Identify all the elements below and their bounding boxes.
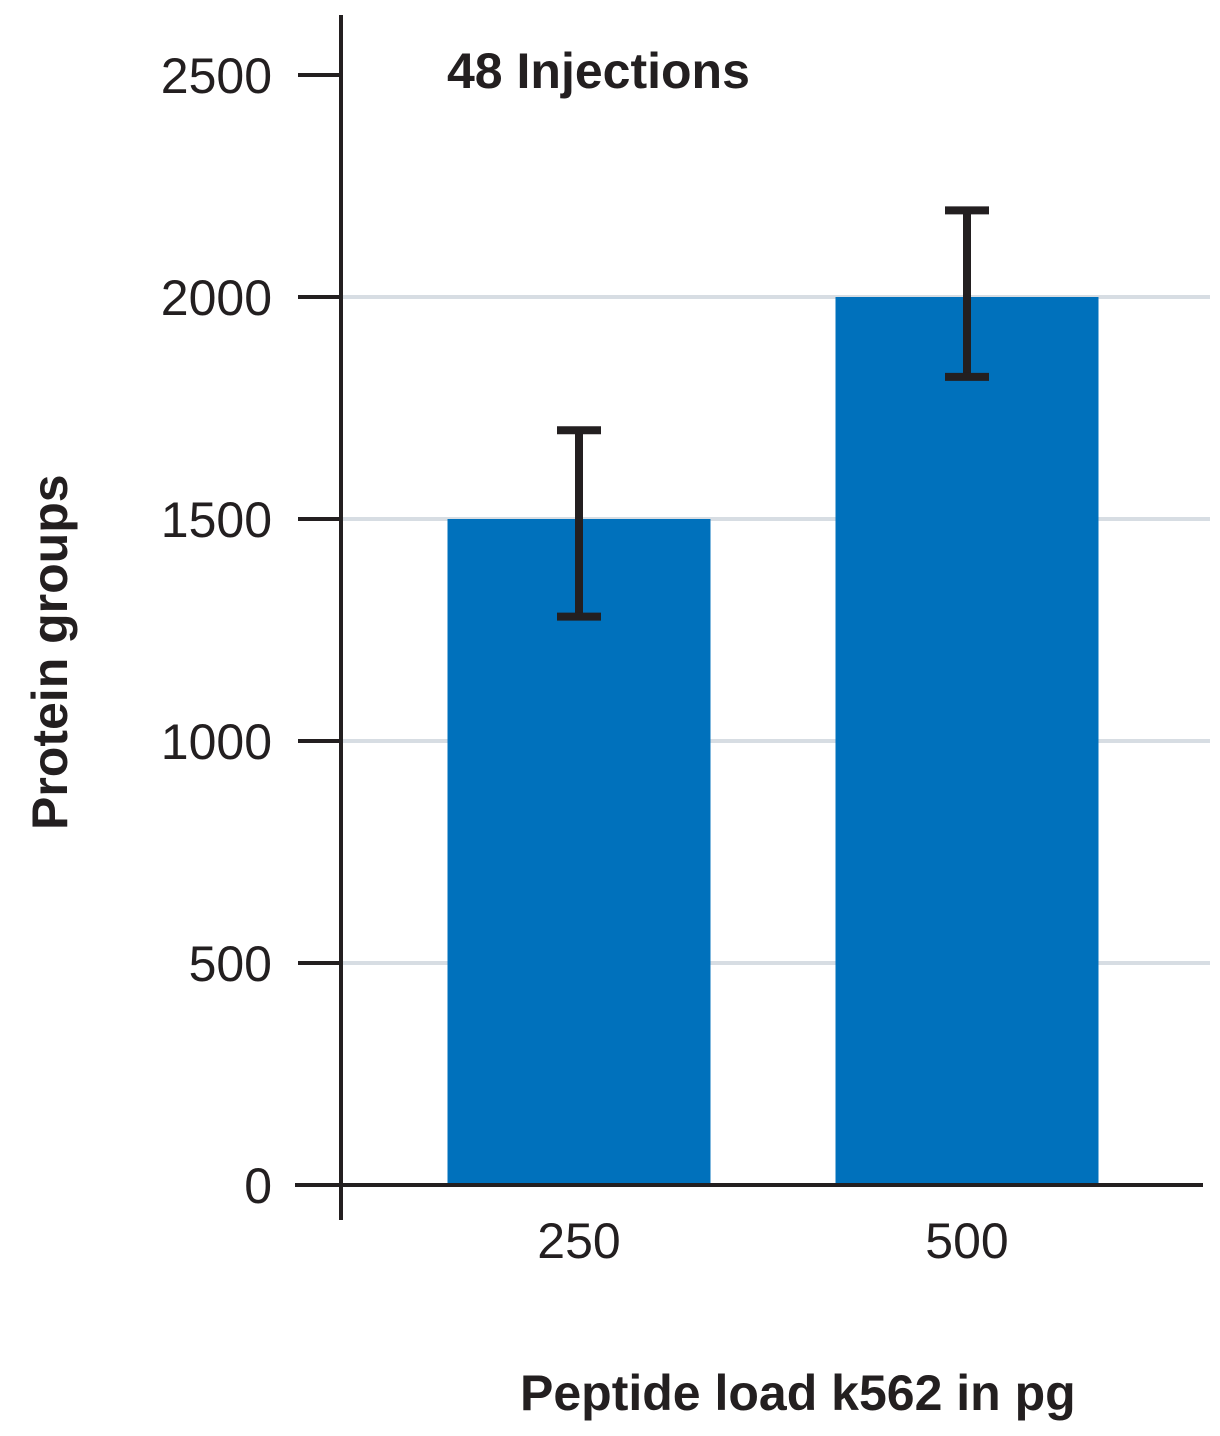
axes	[295, 15, 1203, 1220]
tick-labels: 0 500 1000 1500 2000 2500 250 500	[161, 48, 1009, 1269]
x-axis-title: Peptide load k562 in pg	[520, 1365, 1076, 1421]
x-tick-label-250: 250	[537, 1213, 620, 1269]
error-bar-500	[945, 206, 989, 381]
y-tick-label-1000: 1000	[161, 714, 272, 770]
y-axis-title: Protein groups	[22, 474, 78, 830]
y-tick-label-2000: 2000	[161, 270, 272, 326]
y-tick-label-0: 0	[244, 1158, 272, 1214]
bars	[447, 297, 1099, 1185]
error-bars	[557, 206, 989, 621]
y-tick-label-500: 500	[189, 936, 272, 992]
error-bar-250	[557, 426, 601, 621]
chart-annotation: 48 Injections	[447, 43, 750, 99]
x-tick-label-500: 500	[925, 1213, 1008, 1269]
y-tick-label-1500: 1500	[161, 492, 272, 548]
bar-500	[835, 297, 1099, 1185]
y-tick-label-2500: 2500	[161, 48, 272, 104]
bar-250	[447, 519, 711, 1185]
